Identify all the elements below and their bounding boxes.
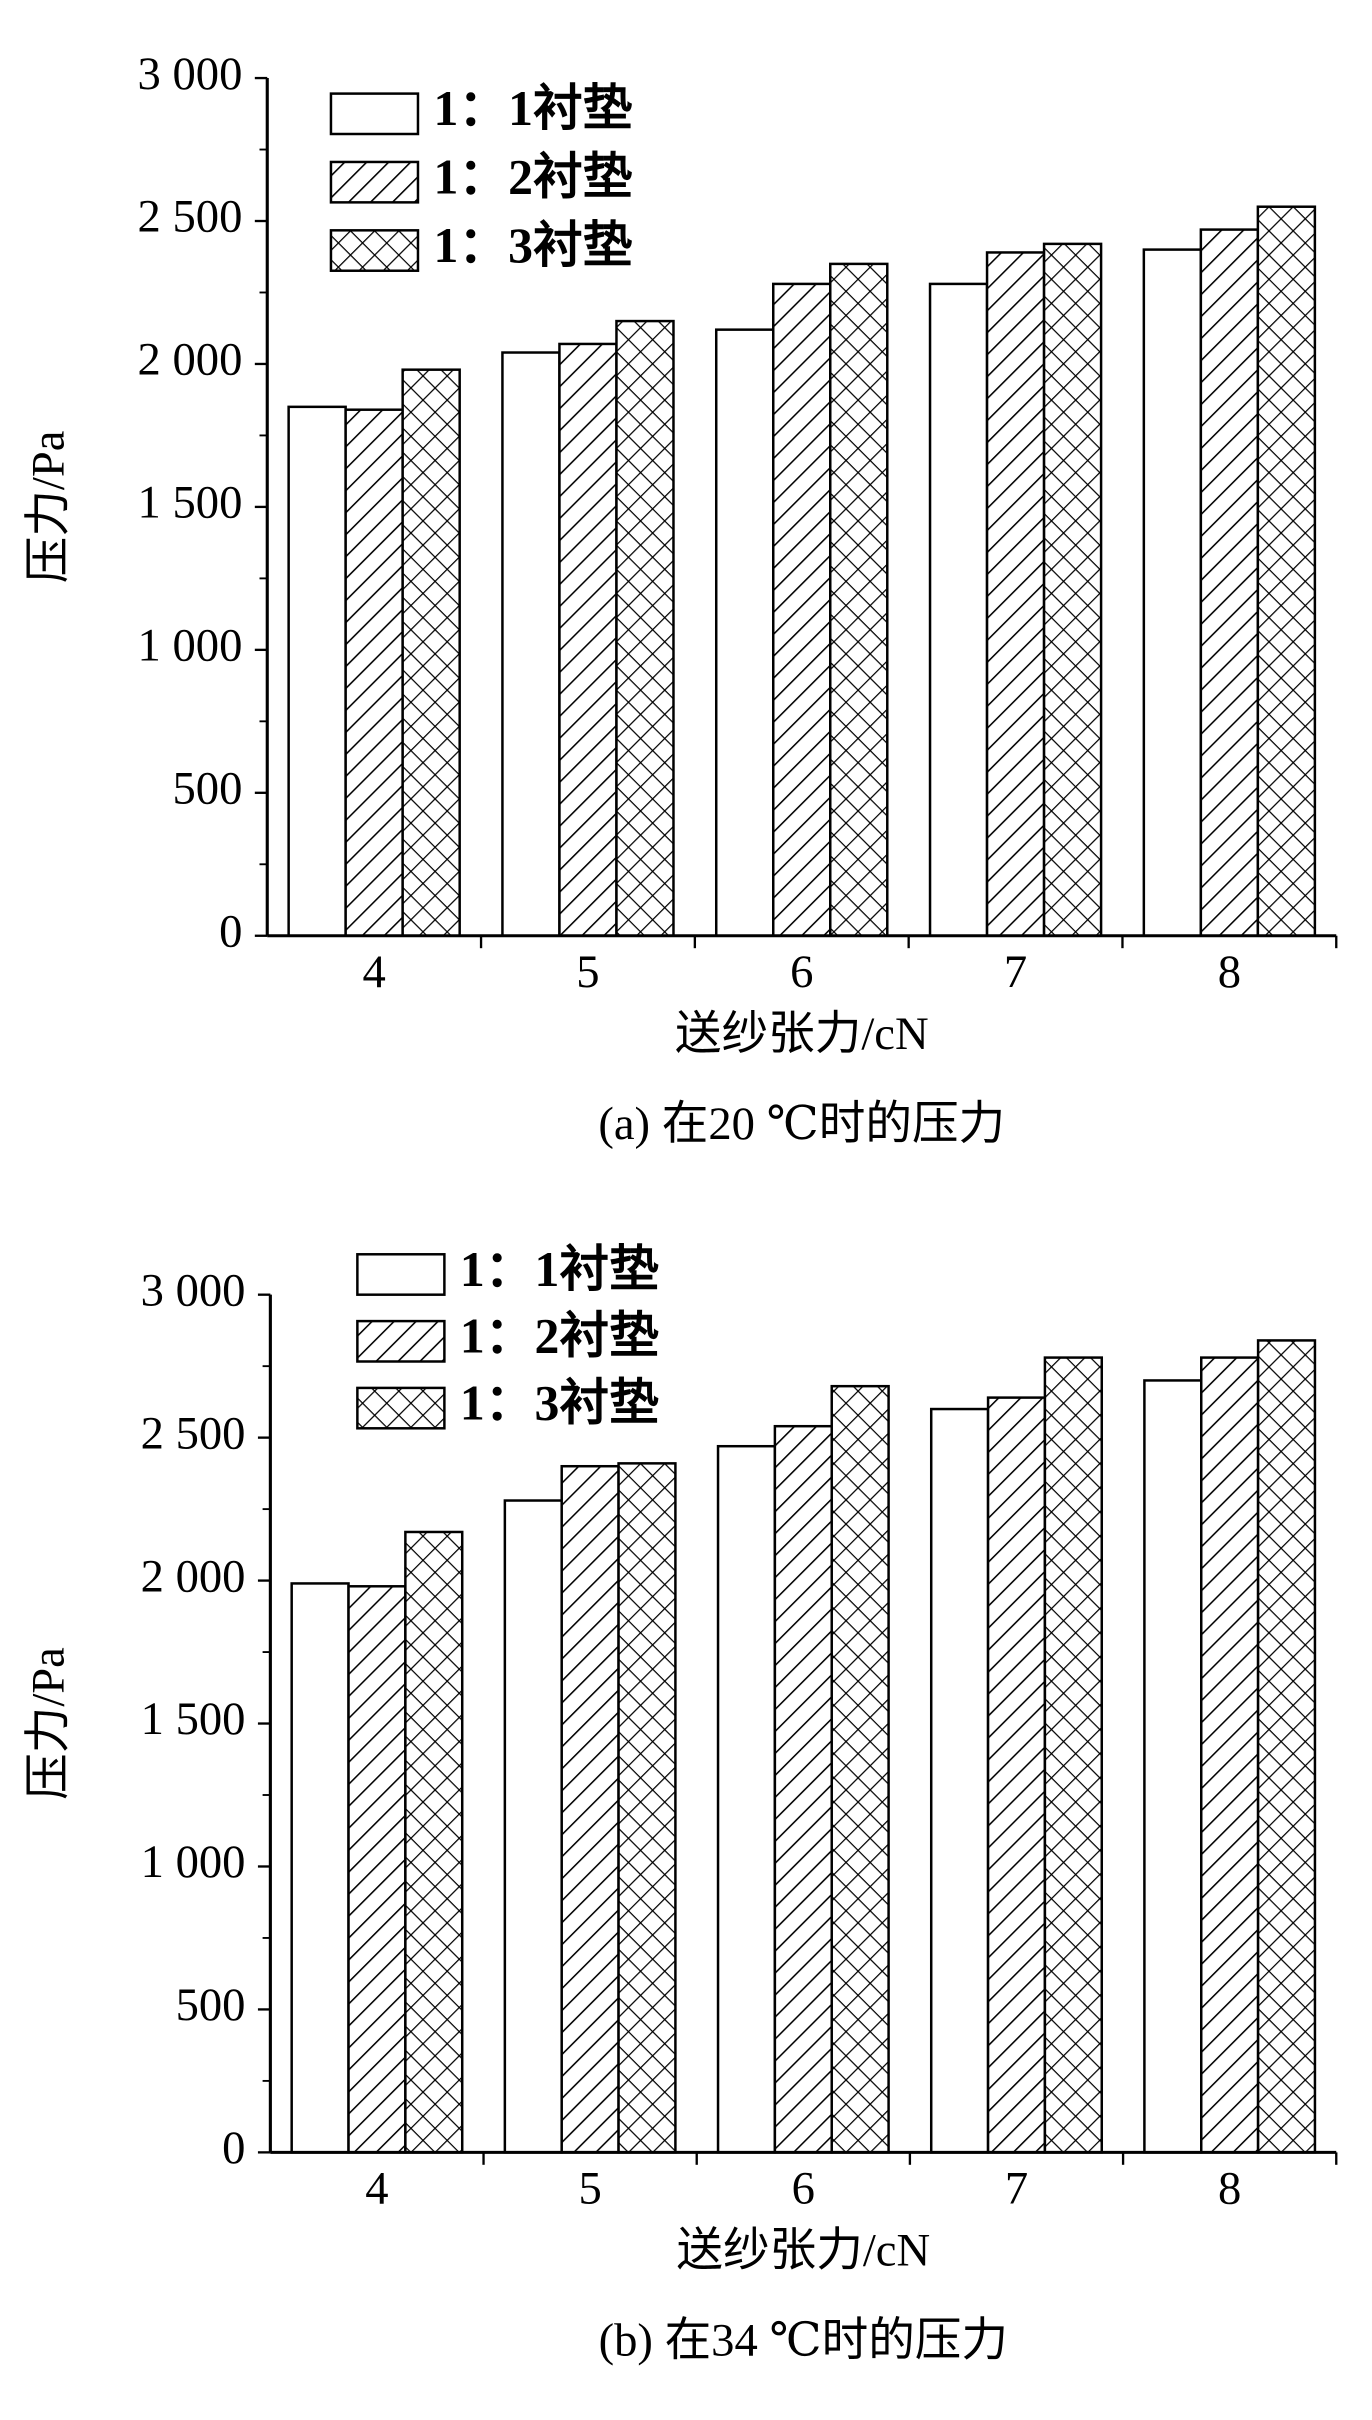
- x-axis-label: 送纱张力/cN: [675, 1008, 929, 1060]
- x-tick-label: 6: [792, 2162, 815, 2214]
- legend-label: 1：2衬垫: [460, 1309, 659, 1364]
- x-tick-label: 4: [362, 946, 385, 998]
- y-tick-label: 3 000: [138, 48, 243, 100]
- x-tick-label: 8: [1218, 2162, 1241, 2214]
- bar: [344, 408, 404, 937]
- bar: [503, 1499, 563, 2154]
- bar: [1143, 1379, 1203, 2154]
- x-tick-label: 8: [1218, 946, 1241, 998]
- chart-caption: (a) 在20 ℃时的压力: [598, 1098, 1005, 1150]
- bar: [1142, 248, 1203, 937]
- bar: [558, 342, 618, 937]
- legend-label: 1：1衬垫: [434, 81, 633, 136]
- y-tick-label: 2 000: [141, 1550, 246, 1602]
- bar: [1256, 1339, 1317, 2154]
- x-tick-label: 4: [365, 2162, 388, 2214]
- y-axis-label: 压力/Pa: [23, 1647, 75, 1800]
- bar: [830, 1384, 890, 2154]
- bar: [773, 1424, 833, 2154]
- bar: [716, 1444, 777, 2154]
- bar: [615, 319, 675, 937]
- x-tick-label: 6: [790, 946, 813, 998]
- chart-caption: (b) 在34 ℃时的压力: [599, 2315, 1008, 2367]
- bar: [617, 1462, 677, 2154]
- legend-swatch: [356, 1386, 446, 1430]
- bar: [290, 1582, 350, 2154]
- bar: [1043, 1356, 1104, 2154]
- bar: [928, 282, 989, 937]
- legend-swatch: [356, 1253, 446, 1296]
- legend-swatch: [356, 1319, 446, 1363]
- bar: [986, 1396, 1047, 2154]
- bar: [401, 368, 461, 937]
- y-tick-label: 2 500: [138, 191, 243, 243]
- legend-label: 1：1衬垫: [460, 1242, 659, 1297]
- y-tick-label: 0: [219, 905, 242, 957]
- bar: [985, 251, 1046, 937]
- bar: [404, 1530, 464, 2154]
- y-tick-label: 1 000: [141, 1836, 246, 1888]
- y-tick-label: 3 000: [141, 1264, 246, 1316]
- legend-swatch: [329, 229, 420, 272]
- bar: [772, 282, 832, 937]
- y-axis-label: 压力/Pa: [23, 430, 75, 583]
- y-tick-label: 2 500: [141, 1407, 246, 1459]
- x-tick-label: 5: [576, 946, 599, 998]
- bar: [929, 1407, 990, 2154]
- bar: [1042, 242, 1103, 937]
- legend-swatch: [329, 160, 420, 204]
- bar: [714, 328, 775, 937]
- bar: [501, 351, 561, 937]
- legend-label: 1：3衬垫: [460, 1376, 659, 1431]
- bar: [560, 1464, 620, 2154]
- bar: [1256, 205, 1317, 937]
- legend-swatch: [329, 92, 420, 136]
- y-tick-label: 500: [176, 1979, 246, 2031]
- legend-label: 1：3衬垫: [434, 218, 633, 273]
- x-tick-label: 7: [1004, 946, 1027, 998]
- legend-label: 1：2衬垫: [434, 150, 633, 205]
- bar: [287, 405, 347, 937]
- y-tick-label: 500: [172, 763, 242, 815]
- y-tick-label: 2 000: [138, 334, 243, 386]
- y-tick-label: 1 500: [138, 477, 243, 529]
- y-tick-label: 1 500: [141, 1693, 246, 1745]
- x-axis-label: 送纱张力/cN: [676, 2225, 930, 2277]
- bar: [347, 1585, 407, 2154]
- x-tick-label: 5: [578, 2162, 601, 2214]
- y-tick-label: 1 000: [138, 620, 243, 672]
- bar: [829, 262, 889, 937]
- y-tick-label: 0: [222, 2122, 245, 2174]
- x-tick-label: 7: [1005, 2162, 1028, 2214]
- bar: [1200, 1356, 1260, 2154]
- bar: [1199, 228, 1260, 937]
